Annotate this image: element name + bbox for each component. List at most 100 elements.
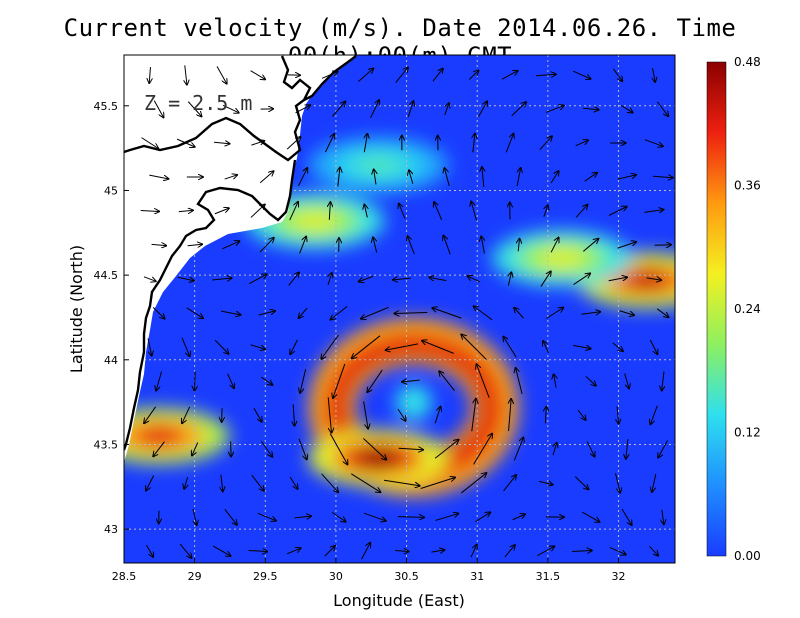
velocity-arrow [444,168,450,186]
velocity-arrow [644,210,663,213]
velocity-arrow [650,405,658,425]
velocity-arrow [422,341,454,354]
velocity-arrow [617,406,619,423]
velocity-arrow [261,376,272,385]
velocity-arrow [212,545,230,556]
velocity-arrow [147,338,152,355]
velocity-arrow [153,100,163,118]
y-axis-title: Latitude (North) [67,245,86,373]
velocity-arrow [251,141,264,146]
velocity-arrow [409,170,414,184]
velocity-arrow [259,171,273,184]
velocity-arrow [221,474,223,492]
velocity-arrow [143,276,156,281]
colorbar-tick-label: 0.36 [734,179,761,193]
velocity-arrow [153,441,165,457]
velocity-arrow [214,208,229,215]
velocity-arrow [662,371,664,390]
velocity-arrow [626,439,628,459]
velocity-arrow [656,308,668,317]
velocity-arrow [505,134,513,153]
velocity-arrow [545,106,564,113]
velocity-arrow [299,307,308,318]
velocity-arrow [327,397,331,432]
velocity-arrow [435,514,458,521]
velocity-arrow [184,477,187,489]
colorbar-ticks: 0.48 0.36 0.24 0.12 0.00 [734,55,761,563]
velocity-arrow [511,102,526,117]
velocity-arrow [383,479,420,486]
velocity-arrow [298,438,307,460]
velocity-arrow [608,207,627,216]
velocity-arrow [186,307,203,318]
velocity-arrow [332,102,345,117]
x-tick-label: 31 [470,570,484,583]
velocity-arrow [615,473,621,492]
velocity-arrow [224,509,237,524]
y-tick-label: 45 [104,184,118,197]
velocity-arrow [397,517,424,518]
velocity-arrow [612,342,623,351]
velocity-arrow [333,363,346,398]
velocity-arrow [518,239,519,252]
velocity-arrow [471,399,476,432]
velocity-arrow [250,70,265,80]
depth-label: Z = 2.5 m [144,91,252,115]
velocity-arrow [474,306,493,321]
velocity-arrow [501,71,518,80]
y-tick-label: 44.5 [94,269,119,282]
velocity-arrow [152,307,164,318]
velocity-arrow [617,175,636,180]
velocity-arrow [361,306,389,318]
velocity-arrow [540,271,551,287]
velocity-arrow [374,170,376,185]
velocity-arrow [539,136,552,151]
velocity-arrow [431,550,444,552]
x-tick-label: 28.5 [112,570,137,583]
velocity-arrow [434,407,440,424]
coastline [124,55,357,451]
velocity-arrow [432,69,443,82]
velocity-arrow [393,278,411,280]
velocity-arrow [261,440,272,456]
velocity-arrow [649,339,657,354]
x-axis-title: Longitude (East) [333,591,465,610]
speed-blob [395,384,432,421]
velocity-arrow [508,272,511,286]
velocity-arrow [538,481,553,484]
velocity-arrow [652,473,657,492]
velocity-arrow [325,134,334,153]
velocity-arrow [286,548,301,555]
velocity-arrow [297,168,307,187]
velocity-arrow [299,237,307,254]
velocity-arrow [363,512,386,521]
velocity-arrow [432,308,462,319]
velocity-arrow [331,305,348,319]
x-tick-label: 31.5 [536,570,561,583]
velocity-arrow [364,134,367,153]
velocity-arrow [216,66,227,83]
velocity-arrow [177,277,194,280]
velocity-arrow [293,404,294,425]
velocity-arrow [300,369,307,393]
velocity-arrow [178,210,193,211]
velocity-arrow [420,478,455,489]
velocity-arrows [140,65,673,559]
velocity-arrow [399,204,406,219]
velocity-arrow [214,339,228,354]
velocity-arrow [295,105,311,114]
plot-area: Z = 2.5 m [124,55,675,563]
velocity-arrow [571,550,592,551]
velocity-arrow [192,442,199,456]
velocity-arrow [473,134,475,153]
velocity-arrow [573,345,590,348]
velocity-arrow [321,473,339,492]
colorbar-tick-label: 0.12 [734,426,761,440]
velocity-arrow [321,334,339,359]
velocity-arrow [289,202,298,221]
velocity-arrow [258,311,275,316]
velocity-arrow [364,205,367,218]
land-mass [124,55,355,462]
velocity-arrow [407,236,415,255]
velocity-arrow [662,509,664,524]
